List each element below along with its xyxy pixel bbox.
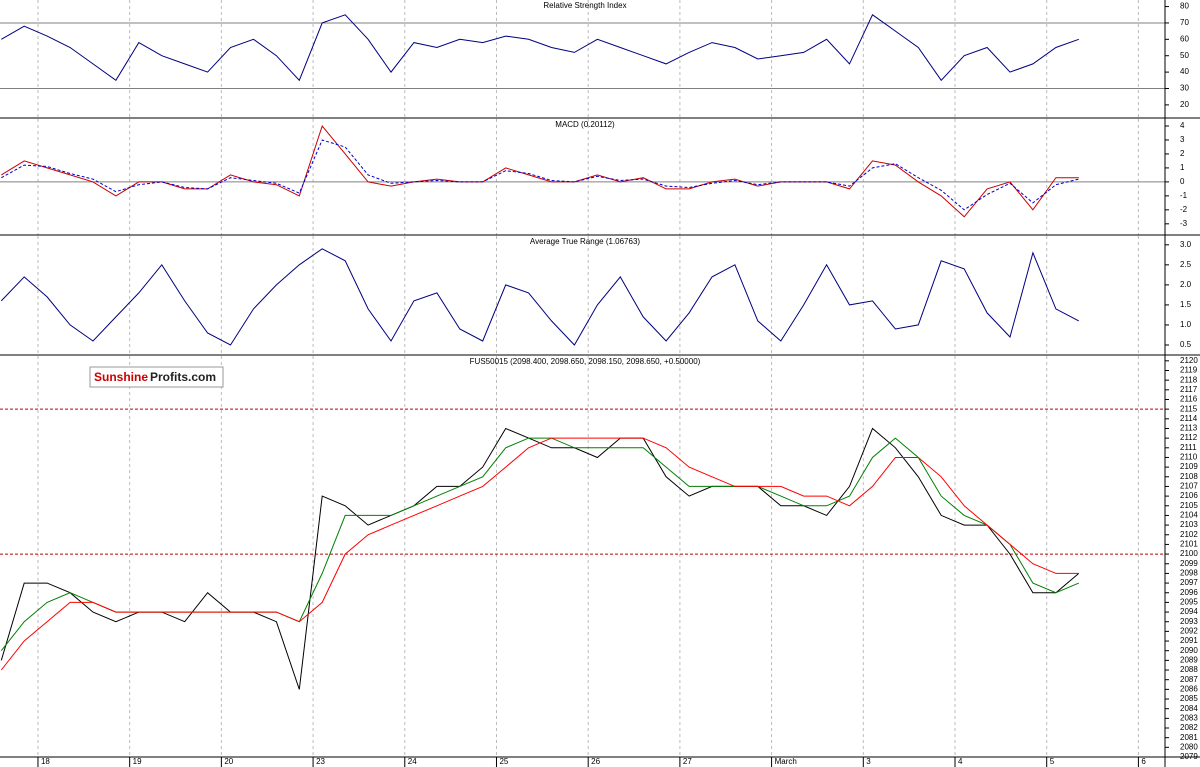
- y-tick-label: -3: [1180, 219, 1188, 228]
- y-tick-label: 2107: [1180, 482, 1198, 491]
- y-tick-label: 2097: [1180, 578, 1198, 587]
- y-tick-label: 2086: [1180, 684, 1198, 693]
- y-tick-label: 2092: [1180, 626, 1198, 635]
- x-tick-label: 5: [1050, 757, 1055, 766]
- series-line: [1, 124, 1079, 218]
- x-tick-label: March: [775, 757, 797, 766]
- y-tick-label: 4: [1180, 121, 1185, 130]
- series-line: [1, 139, 1079, 211]
- logo-text: Profits.com: [150, 370, 216, 384]
- y-tick-label: 2115: [1180, 404, 1198, 413]
- y-tick-label: 2101: [1180, 540, 1198, 549]
- panel-title: FUS50015 (2098.400, 2098.650, 2098.150, …: [470, 357, 701, 366]
- x-tick-label: 4: [958, 757, 963, 766]
- y-tick-label: 2091: [1180, 636, 1198, 645]
- y-tick-label: 2.0: [1180, 280, 1192, 289]
- y-tick-label: 2110: [1180, 453, 1198, 462]
- x-tick-label: 24: [408, 757, 417, 766]
- panel-title: Relative Strength Index: [543, 1, 626, 10]
- y-tick-label: 2096: [1180, 588, 1198, 597]
- x-tick-label: 23: [316, 757, 325, 766]
- y-tick-label: 0.5: [1180, 340, 1192, 349]
- x-tick-label: 20: [224, 757, 233, 766]
- y-tick-label: 2119: [1180, 366, 1198, 375]
- y-tick-label: 2094: [1180, 607, 1198, 616]
- series-line: [0, 437, 1079, 671]
- y-tick-label: 70: [1180, 18, 1189, 27]
- x-tick-label: 3: [866, 757, 871, 766]
- series-line: [0, 248, 1080, 346]
- y-tick-label: 2120: [1180, 356, 1198, 365]
- x-tick-label: 26: [591, 757, 600, 766]
- y-tick-label: 2109: [1180, 462, 1198, 471]
- y-tick-label: 3: [1180, 135, 1185, 144]
- y-tick-label: 2108: [1180, 472, 1198, 481]
- y-tick-label: 2: [1180, 149, 1185, 158]
- y-tick-label: 2098: [1180, 569, 1198, 578]
- y-tick-label: 2111: [1180, 443, 1197, 452]
- y-tick-label: 30: [1180, 84, 1189, 93]
- logo-text: Sunshine: [94, 370, 148, 384]
- y-tick-label: 2105: [1180, 501, 1198, 510]
- y-tick-label: 2084: [1180, 704, 1198, 713]
- y-tick-label: 2099: [1180, 559, 1198, 568]
- y-tick-label: 3.0: [1180, 240, 1192, 249]
- y-tick-label: 80: [1180, 2, 1189, 11]
- y-tick-label: 0: [1180, 177, 1185, 186]
- y-tick-label: 2102: [1180, 530, 1198, 539]
- x-tick-label: 18: [41, 757, 50, 766]
- y-tick-label: 40: [1180, 67, 1189, 76]
- y-tick-label: 1: [1180, 163, 1185, 172]
- y-tick-label: 2106: [1180, 491, 1198, 500]
- panel-title: MACD (0.20112): [555, 120, 615, 129]
- y-tick-label: 2090: [1180, 646, 1198, 655]
- y-tick-label: 2095: [1180, 598, 1198, 607]
- y-tick-label: 2104: [1180, 511, 1198, 520]
- y-tick-label: 2100: [1180, 549, 1198, 558]
- y-tick-label: 2114: [1180, 414, 1198, 423]
- series-line: [1, 14, 1079, 82]
- y-tick-label: 60: [1180, 34, 1189, 43]
- y-tick-label: -2: [1180, 205, 1188, 214]
- y-tick-label: 2.5: [1180, 260, 1192, 269]
- y-tick-label: 2118: [1180, 375, 1198, 384]
- y-tick-label: 2082: [1180, 723, 1198, 732]
- y-tick-label: 50: [1180, 51, 1189, 60]
- y-tick-label: 2087: [1180, 675, 1198, 684]
- y-tick-label: 20: [1180, 100, 1189, 109]
- y-tick-label: 2117: [1180, 385, 1198, 394]
- y-tick-label: 1.5: [1180, 300, 1192, 309]
- y-tick-label: 2081: [1180, 733, 1198, 742]
- panel-title: Average True Range (1.06763): [530, 237, 640, 246]
- y-tick-label: 2085: [1180, 694, 1198, 703]
- y-tick-label: 2103: [1180, 520, 1198, 529]
- logo-box: [89, 366, 224, 388]
- y-tick-label: 2080: [1180, 742, 1198, 751]
- y-tick-label: 2088: [1180, 665, 1198, 674]
- logo: Sunshine Profits.com: [89, 366, 224, 388]
- y-tick-label: 2093: [1180, 617, 1198, 626]
- x-tick-label: 6: [1141, 757, 1146, 766]
- y-tick-label: -1: [1180, 191, 1188, 200]
- x-tick-label: 27: [683, 757, 692, 766]
- x-tick-label: 19: [133, 757, 142, 766]
- x-tick-label: 25: [499, 757, 508, 766]
- y-tick-label: 2089: [1180, 655, 1198, 664]
- y-tick-label: 2116: [1180, 395, 1198, 404]
- y-tick-label: 2113: [1180, 424, 1198, 433]
- y-tick-label: 2083: [1180, 713, 1198, 722]
- y-tick-label: 2112: [1180, 433, 1198, 442]
- y-tick-label: 1.0: [1180, 320, 1192, 329]
